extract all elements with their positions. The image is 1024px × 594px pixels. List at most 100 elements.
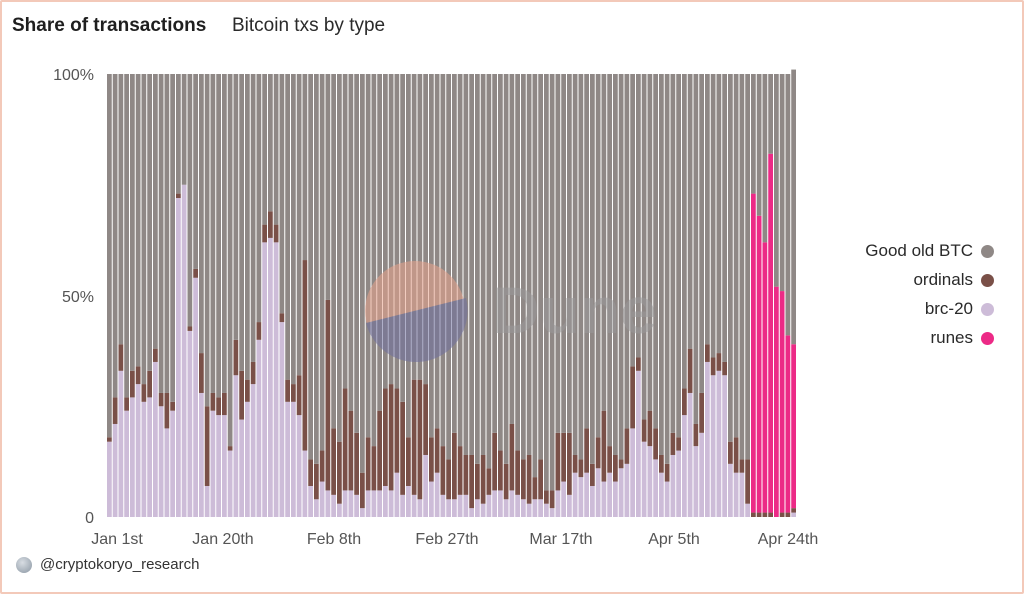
bar-segment-ordinals[interactable] (492, 432, 497, 491)
bar-segment-ordinals[interactable] (532, 477, 538, 500)
bar-segment-ordinals[interactable] (699, 392, 704, 433)
bar-segment-ordinals[interactable] (607, 446, 612, 473)
bar-segment-good-old-btc[interactable] (337, 74, 342, 442)
bar-segment-runes[interactable] (768, 153, 773, 513)
bar-segment-good-old-btc[interactable] (124, 74, 129, 398)
bar-segment-ordinals[interactable] (659, 454, 664, 473)
bar-segment-good-old-btc[interactable] (411, 74, 417, 380)
bar-segment-brc-20[interactable] (538, 499, 543, 517)
bar-segment-ordinals[interactable] (319, 450, 325, 482)
bar-segment-good-old-btc[interactable] (440, 74, 446, 447)
bar-segment-runes[interactable] (751, 193, 756, 513)
bar-segment-brc-20[interactable] (279, 322, 285, 517)
bar-segment-brc-20[interactable] (515, 494, 520, 517)
bar-segment-good-old-btc[interactable] (147, 74, 152, 371)
bar-segment-brc-20[interactable] (745, 503, 750, 517)
bar-segment-runes[interactable] (791, 344, 796, 509)
bar-segment-ordinals[interactable] (158, 392, 164, 407)
bar-segment-good-old-btc[interactable] (170, 74, 175, 402)
bar-segment-good-old-btc[interactable] (331, 74, 336, 429)
bar-segment-ordinals[interactable] (423, 384, 428, 455)
bar-segment-good-old-btc[interactable] (768, 74, 773, 154)
bar-segment-ordinals[interactable] (256, 322, 262, 340)
bar-segment-brc-20[interactable] (176, 198, 181, 518)
bar-segment-ordinals[interactable] (279, 313, 285, 323)
bar-segment-good-old-btc[interactable] (613, 74, 618, 455)
bar-segment-good-old-btc[interactable] (687, 74, 693, 349)
bar-segment-good-old-btc[interactable] (469, 74, 474, 455)
bar-segment-ordinals[interactable] (463, 454, 469, 495)
bar-segment-ordinals[interactable] (567, 432, 572, 495)
bar-segment-brc-20[interactable] (273, 242, 279, 517)
bar-segment-brc-20[interactable] (572, 472, 578, 517)
bar-segment-ordinals[interactable] (682, 388, 687, 416)
bar-segment-ordinals[interactable] (325, 299, 331, 491)
bar-segment-good-old-btc[interactable] (107, 74, 112, 438)
bar-segment-brc-20[interactable] (452, 499, 457, 517)
bar-segment-good-old-btc[interactable] (308, 74, 313, 460)
bar-segment-ordinals[interactable] (595, 437, 601, 469)
bar-segment-brc-20[interactable] (354, 494, 359, 517)
bar-segment-good-old-btc[interactable] (158, 74, 164, 393)
bar-segment-good-old-btc[interactable] (176, 74, 181, 194)
bar-segment-good-old-btc[interactable] (319, 74, 325, 451)
bar-segment-ordinals[interactable] (193, 268, 198, 278)
bar-segment-ordinals[interactable] (124, 397, 129, 411)
bar-segment-good-old-btc[interactable] (268, 74, 273, 212)
bar-segment-ordinals[interactable] (383, 388, 388, 486)
bar-segment-ordinals[interactable] (354, 432, 359, 495)
bar-segment-brc-20[interactable] (728, 463, 733, 517)
bar-segment-good-old-btc[interactable] (549, 74, 555, 491)
bar-segment-good-old-btc[interactable] (653, 74, 658, 429)
bar-segment-ordinals[interactable] (222, 392, 227, 416)
bar-segment-brc-20[interactable] (682, 415, 687, 517)
bar-segment-ordinals[interactable] (733, 437, 739, 473)
bar-segment-brc-20[interactable] (492, 490, 497, 517)
bar-segment-good-old-btc[interactable] (291, 74, 296, 385)
bar-segment-good-old-btc[interactable] (733, 74, 739, 438)
bar-segment-brc-20[interactable] (153, 361, 158, 517)
bar-segment-good-old-btc[interactable] (647, 74, 653, 411)
bar-segment-good-old-btc[interactable] (699, 74, 704, 393)
bar-segment-good-old-btc[interactable] (756, 74, 762, 216)
bar-segment-good-old-btc[interactable] (371, 74, 377, 447)
bar-segment-ordinals[interactable] (273, 224, 279, 243)
bar-segment-good-old-btc[interactable] (233, 74, 239, 340)
bar-segment-brc-20[interactable] (147, 397, 152, 517)
bar-segment-ordinals[interactable] (503, 463, 509, 500)
bar-segment-brc-20[interactable] (296, 415, 302, 517)
bar-segment-good-old-btc[interactable] (486, 74, 492, 469)
bar-segment-brc-20[interactable] (561, 481, 566, 517)
bar-segment-good-old-btc[interactable] (279, 74, 285, 314)
bar-segment-good-old-btc[interactable] (296, 74, 302, 376)
bar-segment-good-old-btc[interactable] (498, 74, 503, 451)
bar-segment-good-old-btc[interactable] (394, 74, 400, 389)
bar-segment-good-old-btc[interactable] (659, 74, 664, 455)
bar-segment-brc-20[interactable] (360, 508, 365, 517)
bar-segment-ordinals[interactable] (469, 454, 474, 509)
bar-segment-ordinals[interactable] (710, 357, 716, 376)
bar-segment-good-old-btc[interactable] (325, 74, 331, 300)
bar-segment-brc-20[interactable] (664, 481, 670, 517)
bar-segment-good-old-btc[interactable] (590, 74, 595, 464)
bar-segment-good-old-btc[interactable] (112, 74, 118, 398)
bar-segment-brc-20[interactable] (262, 242, 267, 517)
bar-segment-good-old-btc[interactable] (509, 74, 515, 424)
bar-segment-brc-20[interactable] (630, 428, 635, 517)
bar-segment-ordinals[interactable] (762, 512, 768, 517)
bar-segment-good-old-btc[interactable] (774, 74, 779, 287)
bar-segment-brc-20[interactable] (118, 370, 124, 517)
bar-segment-brc-20[interactable] (549, 508, 555, 517)
bar-segment-ordinals[interactable] (302, 260, 308, 451)
bar-segment-brc-20[interactable] (532, 499, 538, 517)
bar-segment-ordinals[interactable] (791, 508, 796, 513)
bar-segment-brc-20[interactable] (503, 499, 509, 517)
bar-segment-ordinals[interactable] (411, 379, 417, 495)
bar-segment-brc-20[interactable] (233, 375, 239, 517)
bar-segment-ordinals[interactable] (365, 437, 371, 491)
bar-segment-ordinals[interactable] (739, 459, 745, 473)
bar-segment-brc-20[interactable] (480, 503, 486, 517)
bar-segment-ordinals[interactable] (664, 463, 670, 482)
bar-segment-brc-20[interactable] (325, 490, 331, 517)
bar-segment-ordinals[interactable] (337, 441, 342, 504)
